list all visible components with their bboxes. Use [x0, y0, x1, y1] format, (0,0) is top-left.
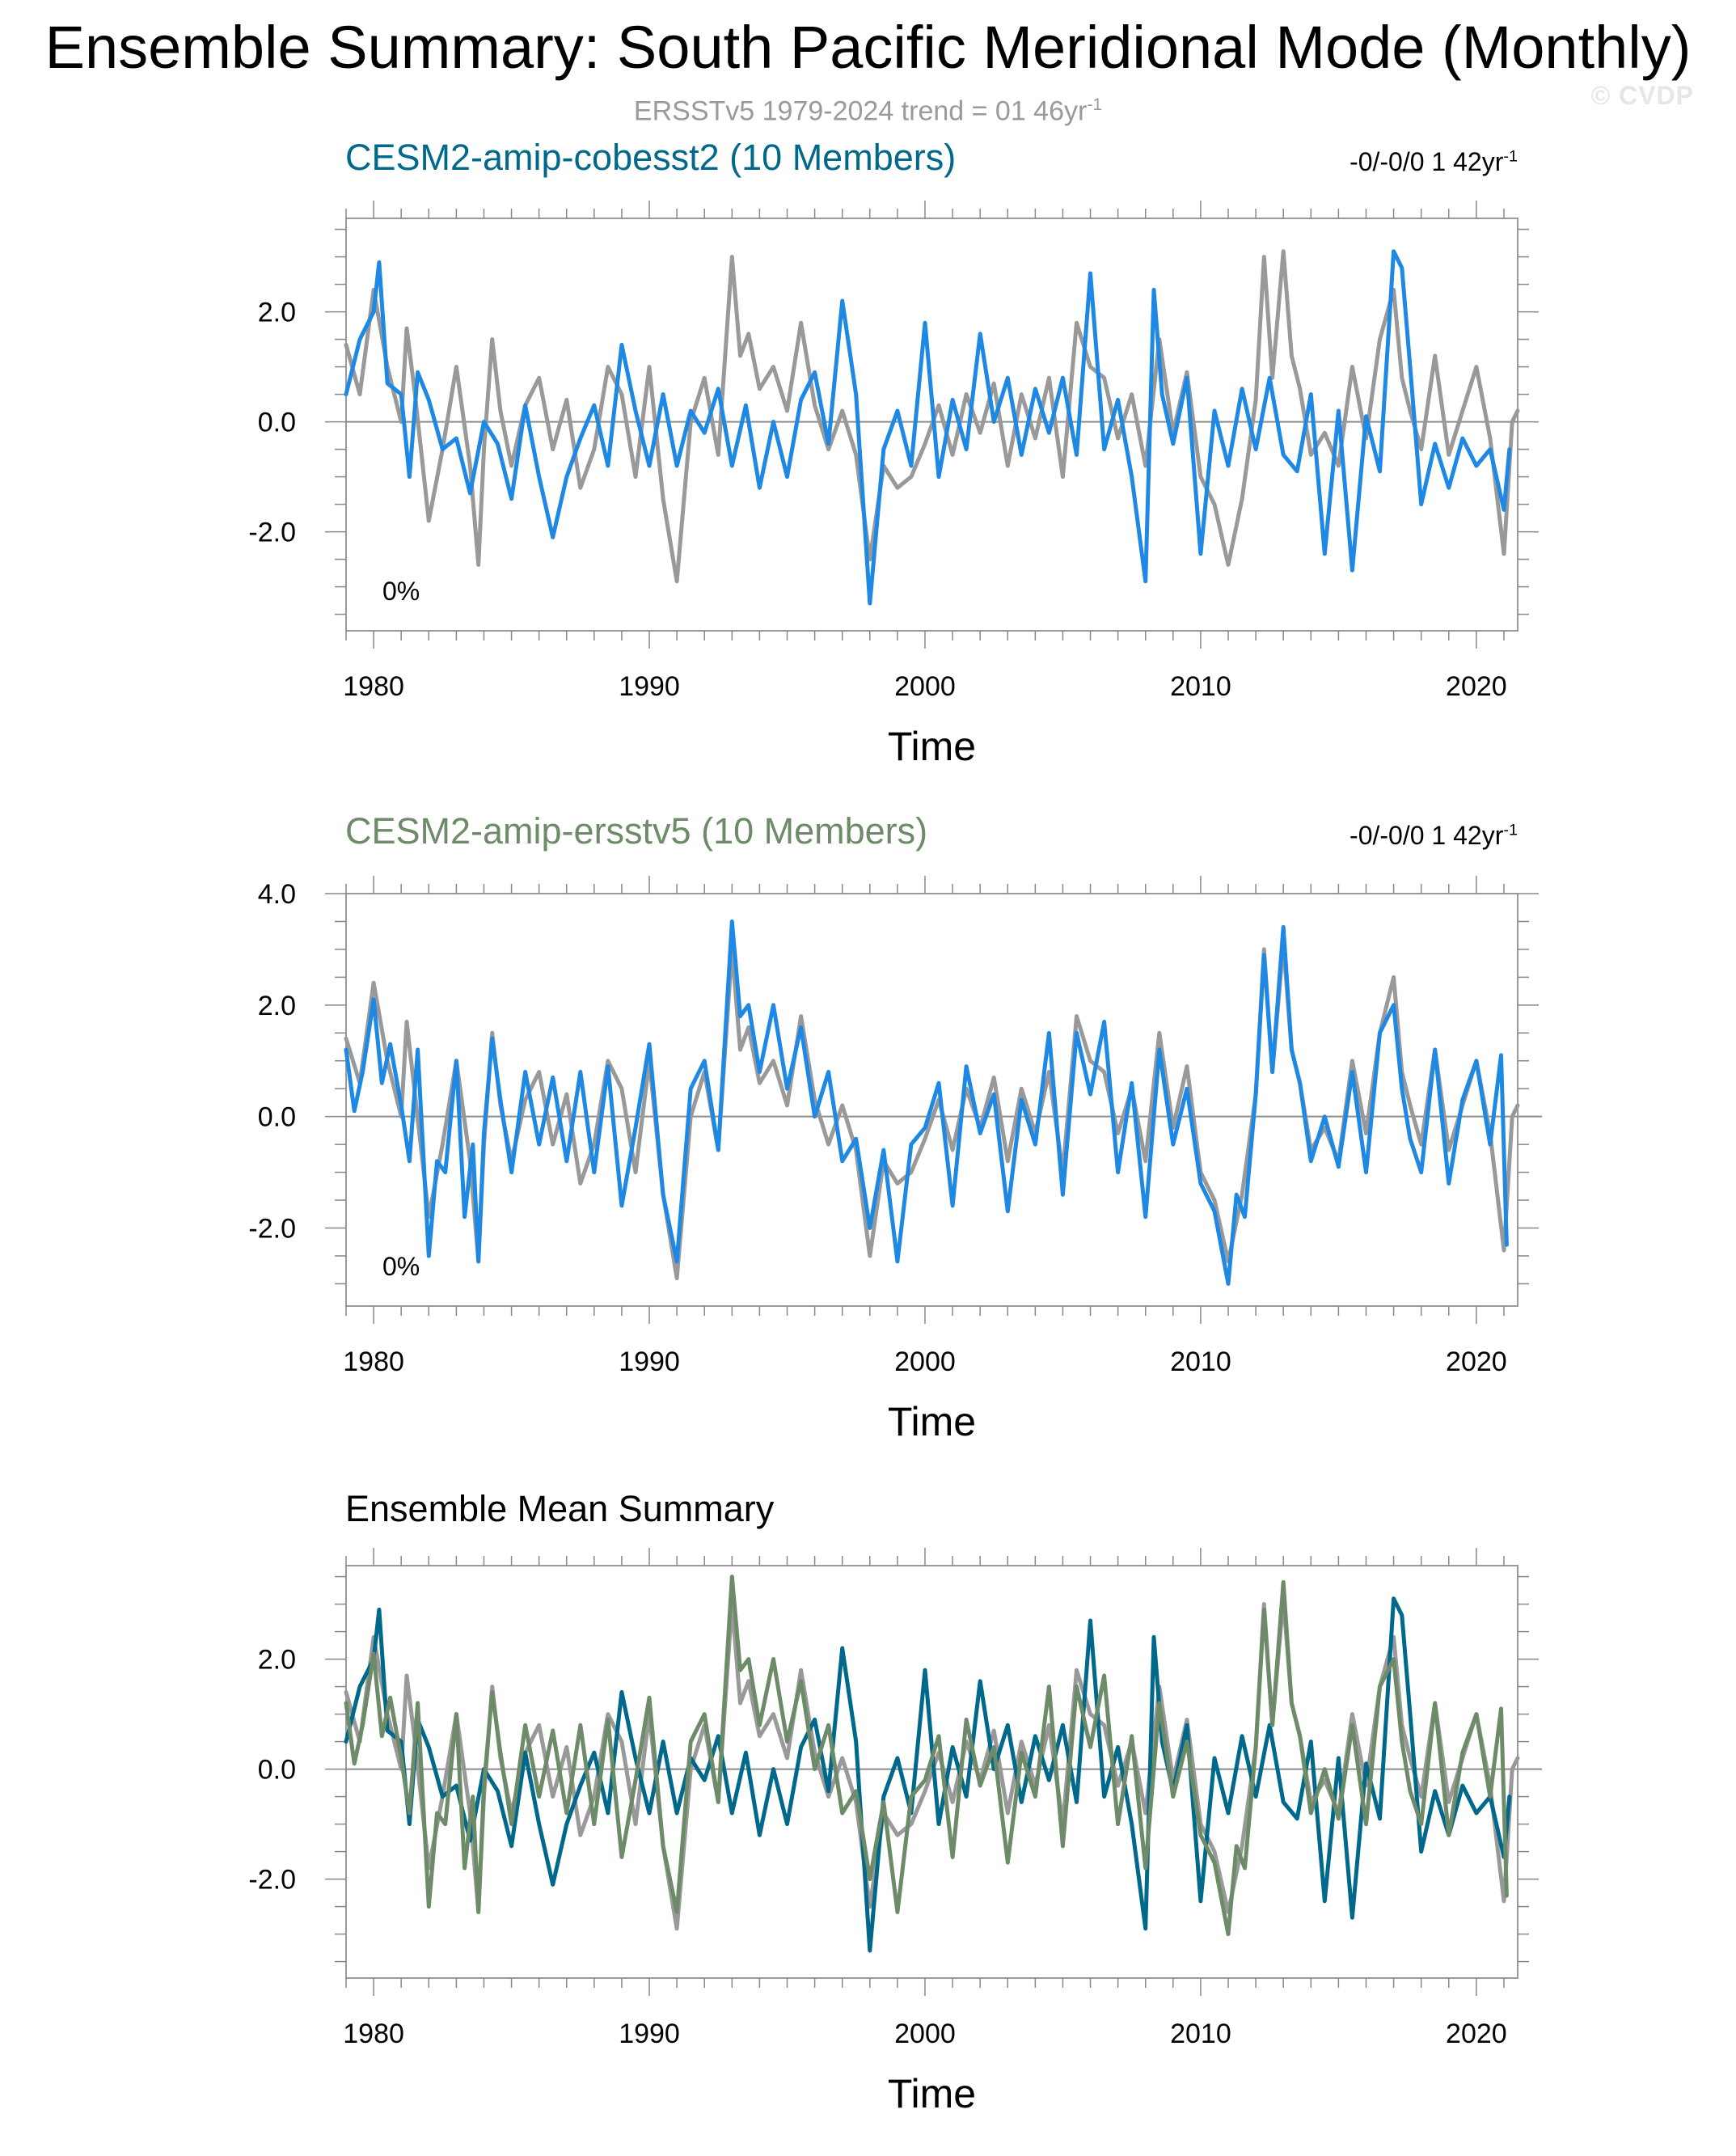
panel-1-title: CESM2-amip-cobesst2 (10 Members) [345, 137, 957, 178]
y-tick-label: -2.0 [248, 1214, 296, 1245]
x-tick-label: 2010 [1170, 1346, 1231, 1377]
x-tick-label: 2000 [894, 671, 956, 702]
x-axis-title: Time [888, 724, 976, 769]
y-tick-label: 2.0 [258, 298, 296, 328]
x-tick-label: 2010 [1170, 671, 1231, 702]
x-tick-label: 1980 [343, 671, 404, 702]
series-line-2 [344, 1575, 1509, 1937]
panel-2-title: CESM2-amip-ersstv5 (10 Members) [345, 810, 928, 852]
plot-frame [345, 893, 1518, 1307]
y-tick-label: 4.0 [258, 879, 296, 910]
y-tick-label: -2.0 [248, 1865, 296, 1896]
x-tick-label: 1990 [619, 671, 680, 702]
panel-1-trend-exponent: -1 [1503, 147, 1518, 166]
series-line-1 [344, 249, 1512, 606]
percent-annotation: 0% [382, 577, 420, 606]
plot-frame [345, 218, 1518, 632]
panel-1-chart: -2.0 0.0 2.0 1980 1990 2000 2010 2020 Time 0% [248, 201, 1539, 769]
panel-1-trend: -0/-0/0 1 42yr-1 [1350, 147, 1518, 176]
panel-3-title: Ensemble Mean Summary [345, 1488, 775, 1529]
panel-2-trend-text: -0/-0/0 1 42yr [1350, 821, 1504, 850]
subtitle-exponent: -1 [1087, 95, 1103, 114]
x-tick-label: 1980 [343, 1346, 404, 1377]
panel-1-trend-text: -0/-0/0 1 42yr [1350, 147, 1504, 176]
y-tick-label: 0.0 [258, 1102, 296, 1133]
panel-2-chart: -2.0 0.0 2.0 4.0 1980 1990 2000 2010 2020 Time 0% [248, 876, 1542, 1444]
y-tick-label: 2.0 [258, 1645, 296, 1676]
page-title: Ensemble Summary: South Pacific Meridion… [44, 14, 1692, 81]
percent-annotation: 0% [382, 1252, 420, 1281]
x-tick-label: 2000 [894, 1346, 956, 1377]
x-axis-title: Time [888, 1399, 976, 1444]
x-axis-title: Time [888, 2071, 976, 2116]
x-tick-label: 2010 [1170, 2019, 1231, 2049]
panel-2-trend: -0/-0/0 1 42yr-1 [1350, 822, 1518, 848]
page-subtitle: ERSSTv5 1979-2024 trend = 01 46yr-1 [0, 95, 1736, 127]
plot-frame [345, 1565, 1518, 1979]
x-tick-label: 2020 [1446, 2019, 1507, 2049]
x-tick-label: 1980 [343, 2019, 404, 2049]
x-tick-label: 2020 [1446, 671, 1507, 702]
y-tick-label: 0.0 [258, 408, 296, 438]
series-line-0 [344, 249, 1520, 584]
x-tick-label: 1990 [619, 1346, 680, 1377]
y-tick-label: 0.0 [258, 1755, 296, 1786]
cvdp-watermark: © CVDP [1590, 81, 1694, 110]
series-line-1 [344, 1596, 1512, 1953]
y-tick-label: -2.0 [248, 518, 296, 548]
x-tick-label: 1990 [619, 2019, 680, 2049]
y-tick-label: 2.0 [258, 991, 296, 1021]
panel-2-trend-exponent: -1 [1503, 821, 1518, 839]
x-tick-label: 2000 [894, 2019, 956, 2049]
series-line-1 [344, 919, 1509, 1286]
subtitle-text: ERSSTv5 1979-2024 trend = 01 46yr [633, 95, 1088, 127]
x-tick-label: 2020 [1446, 1346, 1507, 1377]
panel-3-chart: -2.0 0.0 2.0 1980 1990 2000 2010 2020 Time [248, 1548, 1542, 2116]
